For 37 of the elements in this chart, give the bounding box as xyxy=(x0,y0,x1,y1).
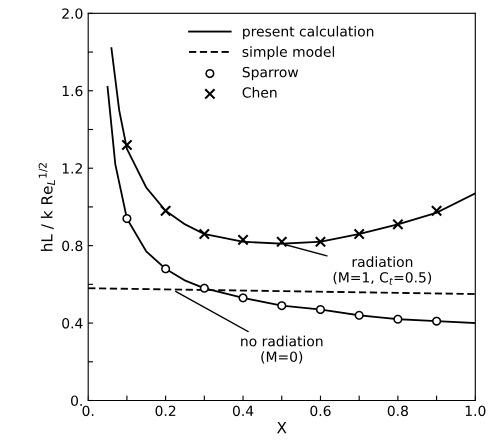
point xyxy=(354,310,364,320)
y-tick-label: 1.2 xyxy=(62,163,82,174)
legend-label: Sparrow xyxy=(242,66,298,80)
point xyxy=(200,284,209,293)
point xyxy=(161,264,170,274)
point xyxy=(238,293,248,302)
x-tick-label: 1.0 xyxy=(466,406,486,416)
point xyxy=(160,205,172,216)
y-tick-label: 1.6 xyxy=(62,86,82,96)
point xyxy=(198,228,210,240)
point xyxy=(122,214,132,224)
annotation: radiation (M=1, C$_{t}$=0.5) xyxy=(334,256,432,285)
point xyxy=(277,301,286,310)
point xyxy=(316,304,326,314)
legend-label: Chen xyxy=(242,87,276,98)
x-tick-label: 0.2 xyxy=(155,406,176,416)
y-tick-label: 2.0 xyxy=(62,8,82,19)
y-tick-label: 0. xyxy=(71,395,82,406)
legend-label: present calculation xyxy=(243,26,374,40)
y-tick-label: 0.8 xyxy=(62,240,82,252)
x-axis-title: X xyxy=(276,422,287,434)
x-tick-label: 0. xyxy=(82,406,94,416)
point xyxy=(392,218,404,230)
point xyxy=(430,205,442,216)
legend-label: simple model xyxy=(242,46,334,60)
annotation: no radiation (M=0) xyxy=(241,336,322,364)
point xyxy=(237,234,249,246)
y-axis-title: hL / k Re$_{L}$$^{1/2}$ xyxy=(38,163,55,251)
y-tick-label: 0.4 xyxy=(62,318,83,329)
point xyxy=(121,139,133,151)
x-tick-label: 0.6 xyxy=(310,406,331,416)
point xyxy=(353,228,365,240)
point xyxy=(314,236,326,248)
point xyxy=(393,314,402,324)
x-tick-label: 0.8 xyxy=(388,406,408,416)
point xyxy=(432,316,442,326)
x-tick-label: 0.4 xyxy=(232,406,254,416)
